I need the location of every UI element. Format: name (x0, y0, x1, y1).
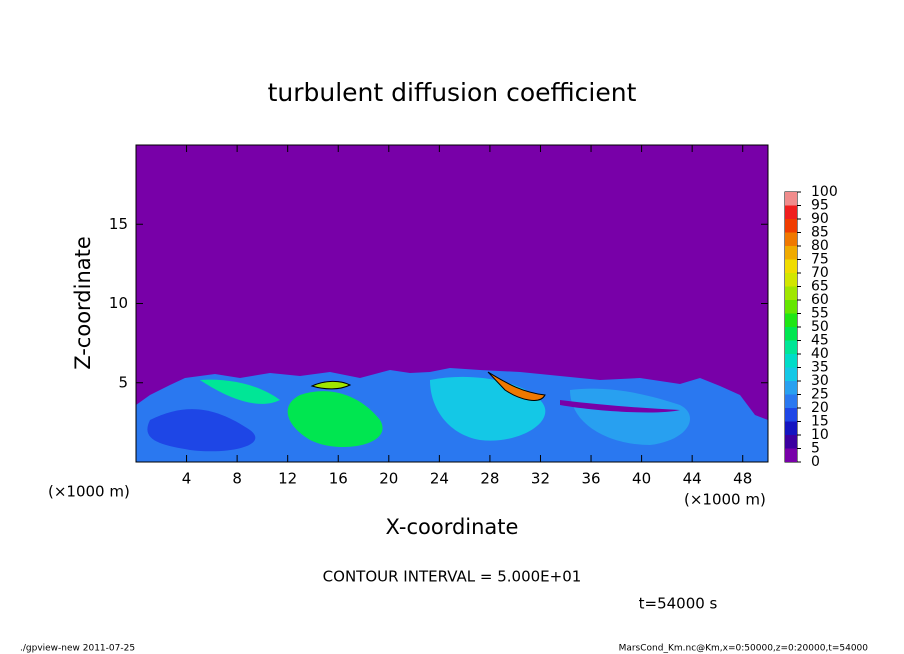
x-tick-label: 36 (581, 470, 600, 488)
x-tick-label: 40 (632, 470, 651, 488)
colorbar-label: 40 (811, 346, 829, 362)
colorbar-label: 65 (811, 279, 829, 295)
footer-left: ./gpview-new 2011-07-25 (20, 644, 135, 654)
colorbar-segment (785, 327, 797, 341)
colorbar-label: 95 (811, 198, 829, 214)
colorbar-label: 10 (811, 427, 829, 443)
colorbar-segment (785, 300, 797, 314)
colorbar-label: 15 (811, 414, 829, 430)
colorbar-label: 75 (811, 252, 829, 268)
colorbar-label: 35 (811, 360, 829, 376)
colorbar-segment (785, 192, 797, 206)
colorbar-segment (785, 340, 797, 354)
colorbar-label: 55 (811, 306, 829, 322)
y-axis-label: Z-coordinate (71, 236, 95, 370)
colorbar-segment (785, 435, 797, 449)
x-tick-label: 20 (379, 470, 398, 488)
colorbar-label: 100 (811, 184, 838, 200)
y-tick-label: 15 (109, 215, 128, 233)
colorbar-segment (785, 246, 797, 260)
eddy (310, 380, 352, 390)
colorbar-segment (785, 408, 797, 422)
x-unit: (×1000 m) (48, 483, 130, 501)
x-tick-label: 32 (531, 470, 550, 488)
colorbar-segment (785, 313, 797, 327)
colorbar-label: 25 (811, 387, 829, 403)
colorbar-segment (785, 232, 797, 246)
colorbar-label: 45 (811, 333, 829, 349)
colorbar-segment (785, 394, 797, 408)
y-tick-label: 10 (109, 294, 128, 312)
time-note: t=54000 s (639, 595, 718, 613)
colorbar-segment (785, 259, 797, 273)
colorbar-label: 85 (811, 225, 829, 241)
eddy (287, 391, 383, 448)
colorbar-segment (785, 273, 797, 287)
x-tick-label: 12 (278, 470, 297, 488)
eddy (560, 400, 680, 413)
colorbar-label: 30 (811, 373, 829, 389)
colorbar-segment (785, 367, 797, 381)
x-tick-label: 24 (430, 470, 449, 488)
field (136, 145, 768, 462)
colorbar-label: 60 (811, 292, 829, 308)
colorbar-label: 20 (811, 400, 829, 416)
y-tick-label: 5 (118, 373, 128, 391)
eddy (147, 409, 256, 452)
colorbar-label: 80 (811, 238, 829, 254)
colorbar-segment (785, 286, 797, 300)
colorbar-segment (785, 448, 797, 462)
colorbar-segment (785, 205, 797, 219)
x-tick-label: 28 (480, 470, 499, 488)
x-tick-label: 4 (182, 470, 192, 488)
colorbar-segment (785, 219, 797, 233)
eddy (570, 388, 690, 445)
x-tick-label: 48 (733, 470, 752, 488)
contour-interval: CONTOUR INTERVAL = 5.000E+01 (323, 568, 582, 586)
x-axis-label: X-coordinate (386, 515, 519, 539)
x-tick-label: 8 (232, 470, 242, 488)
colorbar-label: 5 (811, 441, 820, 457)
colorbar-segment (785, 354, 797, 368)
eddy (487, 371, 546, 401)
x-tick-label: 16 (329, 470, 348, 488)
x-tick-label: 44 (683, 470, 702, 488)
x-unit: (×1000 m) (684, 491, 766, 509)
colorbar-label: 90 (811, 211, 829, 227)
chart-title: turbulent diffusion coefficient (268, 78, 637, 107)
colorbar-label: 0 (811, 454, 820, 470)
colorbar-segment (785, 381, 797, 395)
footer-right: MarsCond_Km.nc@Km,x=0:50000,z=0:20000,t=… (619, 644, 869, 654)
colorbar-label: 70 (811, 265, 829, 281)
colorbar-label: 50 (811, 319, 829, 335)
colorbar-segment (785, 421, 797, 435)
eddy (200, 379, 280, 404)
